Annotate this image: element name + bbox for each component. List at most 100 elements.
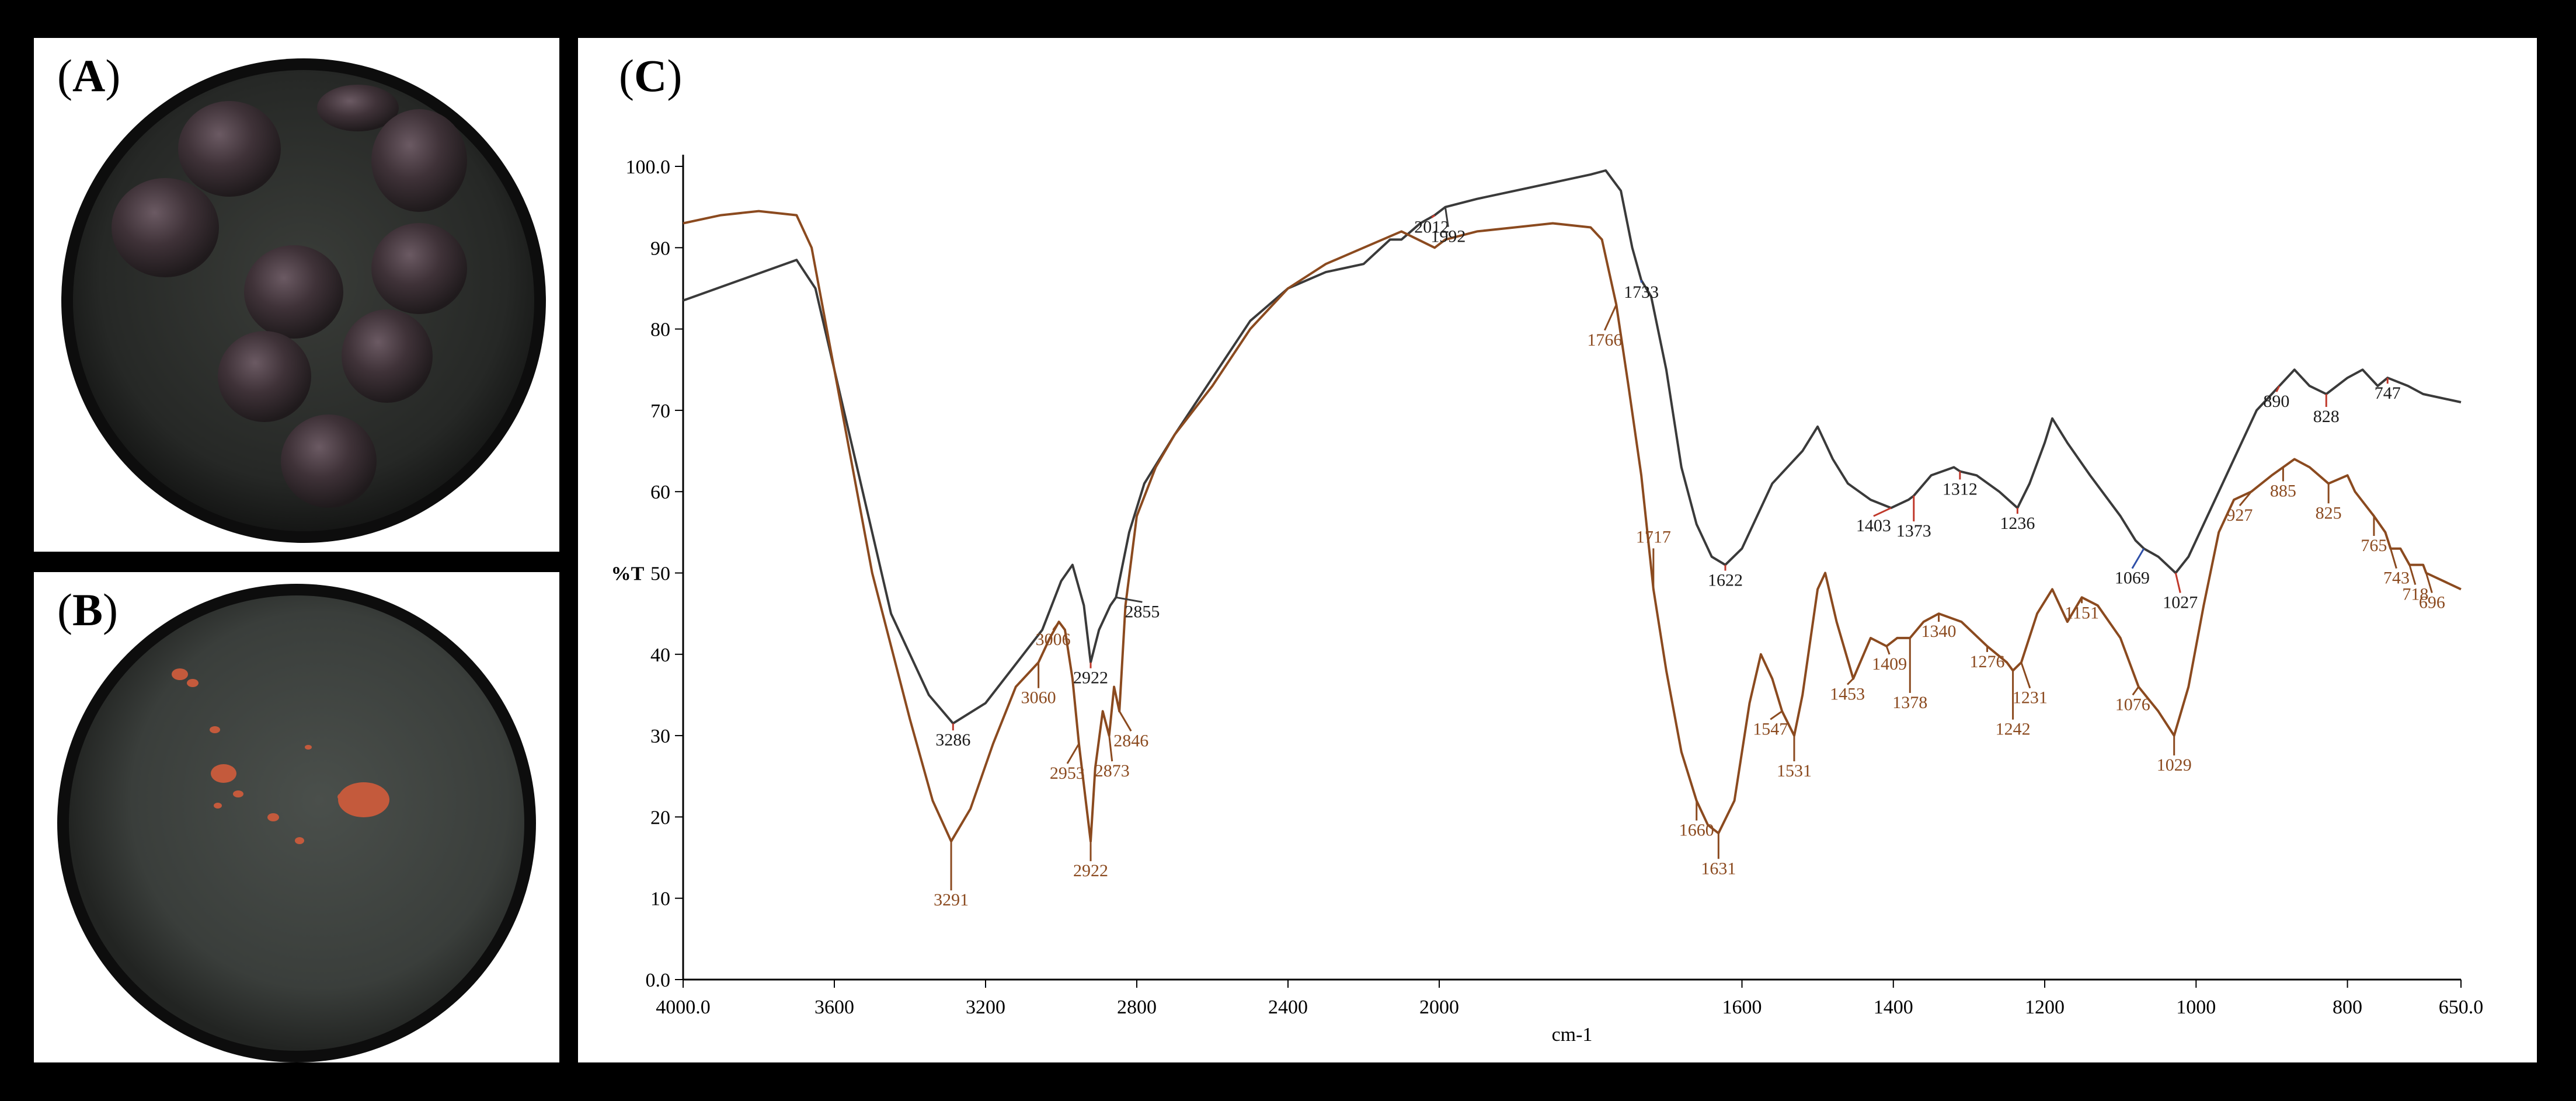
peak-marker: [1885, 646, 1891, 655]
panel-c: (C) 4000.0 3600 3200 2800 2400 2000 1600 1400 12…: [578, 38, 2537, 1062]
panel-a-letter: A: [72, 50, 106, 101]
x-tick-label: 800: [2333, 997, 2362, 1018]
panel-a-label: (A): [57, 50, 120, 102]
peak-label: 1378: [1892, 693, 1927, 712]
y-tick-label: 90: [650, 238, 670, 259]
peak-marker: [2275, 385, 2281, 392]
peak-label: 1373: [1896, 521, 1931, 541]
peak-label: 1733: [1624, 283, 1659, 302]
peak-marker: [1444, 207, 1449, 227]
powder-particle: [267, 813, 279, 821]
peak-marker: [2408, 565, 2417, 585]
peak-label: 3060: [1021, 688, 1056, 708]
peak-marker: [2390, 548, 2397, 569]
peak-label: 1766: [1587, 330, 1622, 350]
x-tick-label: 1600: [1722, 997, 1762, 1018]
peak-label: 1403: [1856, 516, 1891, 535]
seed: [371, 223, 467, 314]
peak-marker: [1770, 710, 1783, 720]
x-ticks: 4000.0 3600 3200 2800 2400 2000 1600 1400 1200 10…: [656, 980, 2483, 1018]
series-line-1: [683, 169, 2462, 725]
seed: [112, 178, 219, 277]
powder-particle: [337, 793, 349, 801]
peak-label: 2855: [1125, 602, 1160, 621]
powder-particle: [338, 782, 389, 817]
peak-label: 1631: [1701, 859, 1736, 878]
peak-label: 747: [2375, 384, 2401, 403]
peak-label: 2922: [1073, 668, 1108, 688]
peak-marker: [1118, 710, 1132, 732]
peak-label: 1069: [2115, 569, 2150, 588]
peak-label: 890: [2263, 392, 2289, 411]
peak-label: 2873: [1095, 761, 1130, 781]
powder-particle: [210, 726, 220, 733]
chart-axes: [682, 155, 2461, 981]
x-tick-label: 1200: [2025, 997, 2065, 1018]
powder-photo: [57, 584, 536, 1062]
peak-label: 1453: [1830, 685, 1865, 704]
peak-label: 828: [2313, 407, 2340, 426]
peak-label: 2012: [1414, 218, 1449, 237]
peak-label: 1531: [1777, 761, 1812, 781]
panel-c-letter: C: [633, 50, 667, 101]
panel-c-label: (C): [619, 50, 682, 102]
seeds-photo: [61, 58, 546, 543]
peak-label: 1151: [2065, 603, 2099, 622]
x-tick-label: 2400: [1268, 997, 1308, 1018]
panel-c-close-paren: ): [667, 50, 683, 101]
peak-label: 1622: [1708, 571, 1743, 590]
y-tick-label: 30: [650, 726, 670, 747]
panel-b-label: (B): [57, 584, 118, 636]
seed-group: [112, 85, 467, 508]
peak-marker: [2174, 573, 2181, 593]
seed: [371, 109, 467, 212]
petri-dish: [69, 595, 524, 1051]
peak-label: 1547: [1753, 719, 1788, 738]
peak-label: 825: [2316, 503, 2342, 522]
peak-label: 3291: [934, 890, 969, 910]
y-axis-label: %T: [611, 563, 645, 585]
peak-label: 885: [2270, 481, 2296, 500]
peak-label: 1231: [2013, 688, 2048, 708]
panel-b: (B): [34, 572, 559, 1062]
peak-label: 1717: [1636, 527, 1671, 546]
peak-marker: [1052, 621, 1060, 630]
seed: [317, 85, 399, 131]
x-tick-label: 3600: [814, 997, 854, 1018]
x-tick-label: 1000: [2176, 997, 2216, 1018]
peak-label: 718: [2402, 585, 2428, 604]
peak-label: 743: [2383, 569, 2410, 588]
x-tick-label: 2000: [1419, 997, 1459, 1018]
peak-label: 3286: [935, 730, 970, 750]
peak-marker: [2132, 686, 2139, 696]
panel-b-close-paren: ): [103, 584, 118, 635]
panel-a: (A): [34, 38, 559, 552]
powder-particle: [214, 803, 222, 809]
powder-particle: [172, 668, 188, 680]
peak-label: 1340: [1921, 622, 1957, 641]
y-tick-label: 40: [650, 644, 670, 666]
peak-label: 1409: [1872, 654, 1907, 674]
peak-label: 765: [2361, 536, 2387, 555]
peak-marker: [1116, 596, 1143, 603]
seed: [281, 414, 377, 508]
x-tick-label: 2800: [1117, 997, 1157, 1018]
peak-marker: [1873, 507, 1892, 517]
y-tick-label: 20: [650, 807, 670, 828]
powder-particle: [295, 837, 304, 844]
peak-label: 1027: [2163, 593, 2198, 612]
powder-particle: [305, 745, 312, 750]
peak-label: 2922: [1073, 861, 1108, 880]
seed: [244, 245, 343, 339]
powder-particles: [172, 668, 389, 844]
peak-marker: [1847, 678, 1854, 685]
peak-label: 2846: [1113, 731, 1148, 750]
peak-label: 1076: [2115, 695, 2150, 715]
peak-label: 1276: [1970, 652, 2005, 671]
panel-a-close-paren: ): [105, 50, 121, 101]
peak-label: 2953: [1050, 764, 1085, 783]
peak-marker: [1066, 743, 1080, 764]
powder-particle: [187, 679, 199, 687]
x-tick-label: 1400: [1874, 997, 1913, 1018]
